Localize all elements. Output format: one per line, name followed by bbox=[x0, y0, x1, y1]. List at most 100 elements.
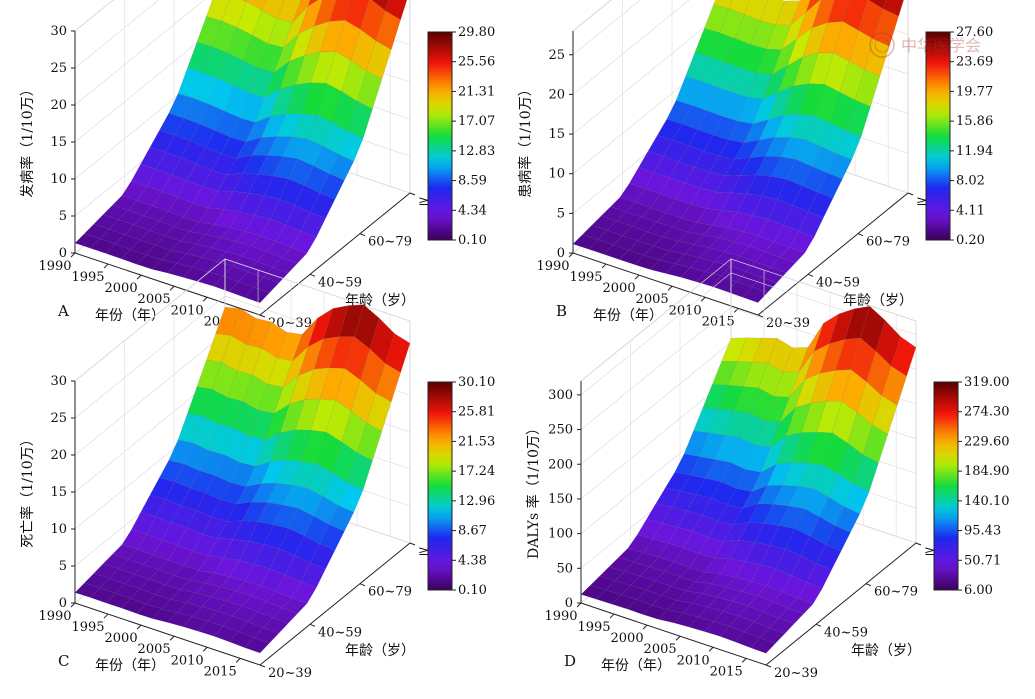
x-tick-mark bbox=[733, 308, 739, 313]
surface bbox=[74, 304, 411, 654]
surface-cell bbox=[366, 40, 392, 80]
surface-cell bbox=[806, 563, 832, 589]
y-tick-mark bbox=[259, 664, 266, 668]
y-axis-title: 年龄（岁） bbox=[851, 643, 921, 659]
x-tick-label: 2000 bbox=[611, 631, 644, 646]
x-tick-label: 2005 bbox=[138, 292, 171, 307]
y-tick-mark bbox=[865, 583, 872, 587]
z-tick-label: 25 bbox=[50, 411, 67, 426]
x-tick-label: 2015 bbox=[710, 664, 743, 679]
colorbar-tick-label: 19.77 bbox=[956, 84, 993, 99]
surface bbox=[572, 0, 904, 303]
surface-cell bbox=[768, 617, 795, 634]
colorbar-tick-label: 12.96 bbox=[458, 494, 495, 509]
colorbar-tick-label: 21.31 bbox=[458, 84, 495, 99]
x-tick-label: 2000 bbox=[105, 281, 138, 296]
panel-label: A bbox=[57, 302, 69, 320]
y-tick-label: 40~59 bbox=[816, 275, 860, 290]
z-tick-label: 25 bbox=[50, 61, 67, 76]
surface-cell bbox=[384, 333, 411, 373]
z-tick-label: 20 bbox=[548, 87, 565, 102]
z-tick-label: 15 bbox=[50, 135, 67, 150]
x-tick-mark bbox=[700, 296, 706, 302]
colorbar-tick-label: 29.80 bbox=[458, 25, 495, 40]
y-tick-mark bbox=[807, 273, 814, 277]
surface-cell bbox=[798, 211, 824, 237]
surface-cell bbox=[744, 0, 769, 21]
surface-cell bbox=[790, 0, 811, 26]
x-tick-mark bbox=[708, 646, 714, 652]
y-axis-line bbox=[259, 542, 411, 666]
x-tick-label: 2015 bbox=[702, 314, 735, 329]
surface-cell bbox=[241, 0, 248, 3]
x-tick-mark bbox=[568, 252, 574, 258]
colorbar-tick-label: 17.07 bbox=[458, 114, 495, 129]
surface-cell bbox=[300, 562, 326, 589]
z-tick-label: 20 bbox=[50, 448, 67, 463]
chart-panel-A: 0 5 10 15 20 25 30 发病率（1/10万） 199019952000200520… bbox=[19, 0, 495, 331]
z-tick-label: 0 bbox=[59, 246, 67, 261]
z-tick-label: 10 bbox=[50, 172, 67, 187]
z-axis-title: 患病率（1/10万） bbox=[517, 82, 534, 197]
z-tick-label: 200 bbox=[548, 457, 573, 472]
colorbar-tick-label: 23.69 bbox=[956, 55, 993, 70]
y-axis-line bbox=[259, 192, 411, 316]
x-tick-mark bbox=[601, 263, 607, 269]
z-tick-label: 100 bbox=[548, 527, 573, 542]
colorbar-tick-label: 8.67 bbox=[458, 524, 487, 539]
y-tick-mark bbox=[409, 542, 416, 546]
z-tick-label: 30 bbox=[50, 374, 67, 389]
x-axis-title: 年份（年） bbox=[95, 308, 165, 324]
z-tick-label: 150 bbox=[548, 492, 573, 507]
z-tick-label: 10 bbox=[548, 167, 565, 182]
surface-cell bbox=[291, 231, 317, 254]
z-tick-label: 0 bbox=[59, 596, 67, 611]
surface-cell bbox=[307, 0, 319, 7]
x-tick-label: 1990 bbox=[38, 609, 71, 624]
surface-cell bbox=[366, 393, 392, 432]
z-axis-title: DALYs 率（1/10万） bbox=[525, 421, 542, 559]
y-tick-label: 60~79 bbox=[874, 585, 918, 600]
x-tick-label: 2000 bbox=[603, 281, 636, 296]
y-tick-mark bbox=[907, 192, 914, 196]
colorbar-tick-label: 30.10 bbox=[458, 375, 495, 390]
z-tick-label: 0 bbox=[565, 596, 573, 611]
colorbar-tick-label: 95.43 bbox=[964, 524, 1001, 539]
surface-cell bbox=[262, 617, 289, 634]
x-tick-mark bbox=[576, 602, 582, 608]
surface-cell bbox=[300, 211, 326, 238]
y-tick-mark bbox=[359, 583, 366, 587]
watermark-seal: 中华医学会 bbox=[867, 30, 1017, 60]
surface bbox=[580, 305, 917, 654]
y-tick-mark bbox=[757, 314, 764, 318]
y-axis-title: 年龄（岁） bbox=[345, 643, 415, 659]
x-axis-title: 年份（年） bbox=[95, 658, 165, 674]
y-tick-label: 60~79 bbox=[368, 235, 412, 250]
x-tick-label: 2000 bbox=[105, 631, 138, 646]
colorbar-tick-label: 25.56 bbox=[458, 55, 495, 70]
y-tick-label: 40~59 bbox=[318, 275, 362, 290]
colorbar-tick-label: 27.60 bbox=[956, 25, 993, 40]
x-tick-mark bbox=[667, 285, 673, 291]
x-tick-mark bbox=[70, 252, 76, 258]
x-tick-label: 1995 bbox=[569, 270, 602, 285]
x-tick-mark bbox=[634, 274, 640, 280]
colorbar-tick-label: 50.71 bbox=[964, 553, 1001, 568]
x-tick-mark bbox=[70, 602, 76, 608]
y-tick-label: 20~39 bbox=[268, 666, 312, 681]
z-tick-label: 300 bbox=[548, 388, 573, 403]
x-tick-mark bbox=[675, 635, 681, 641]
colorbar-tick-label: 8.59 bbox=[458, 174, 487, 189]
colorbar-tick-label: 184.90 bbox=[964, 464, 1010, 479]
surface-cell bbox=[864, 39, 890, 77]
x-tick-label: 2010 bbox=[669, 303, 702, 318]
panel-label: B bbox=[556, 302, 567, 320]
x-tick-label: 1995 bbox=[71, 620, 104, 635]
panel-label: C bbox=[58, 652, 69, 670]
colorbar bbox=[427, 31, 453, 241]
x-tick-mark bbox=[235, 658, 241, 663]
surface-cell bbox=[770, 257, 796, 273]
colorbar-tick-label: 21.53 bbox=[458, 434, 495, 449]
